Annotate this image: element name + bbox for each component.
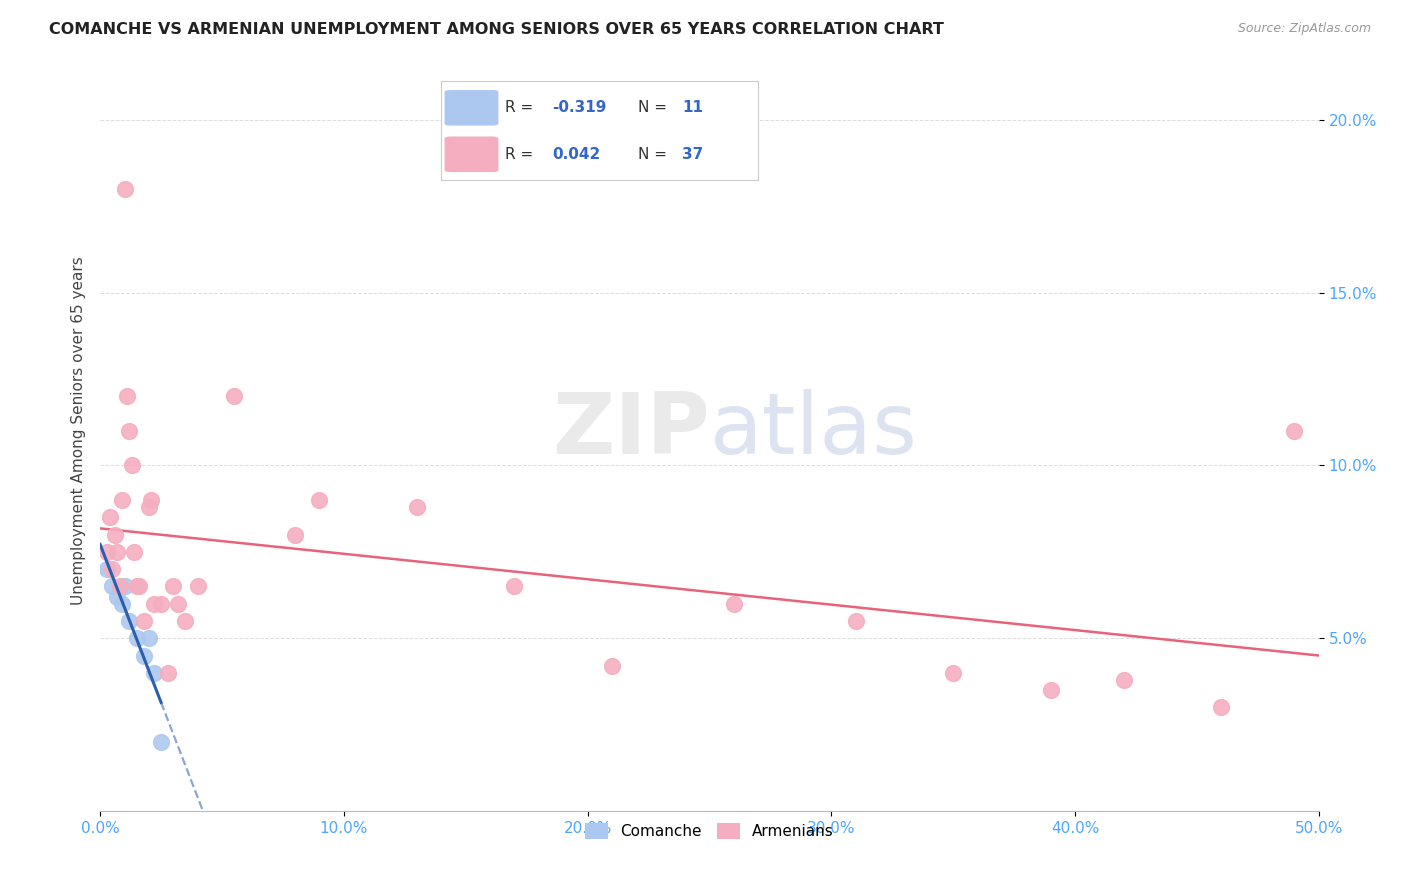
Point [284,527,307,541]
Point [118,424,141,438]
Point [1039,683,1062,698]
Point [167,597,190,611]
Point [122,545,145,559]
Point [132,614,155,628]
Text: atlas: atlas [710,390,918,473]
Point [111,597,134,611]
Point [845,614,868,628]
Point [723,597,745,611]
Point [105,590,128,604]
Point [174,614,197,628]
Text: Source: ZipAtlas.com: Source: ZipAtlas.com [1237,22,1371,36]
Point [111,493,134,508]
Point [115,389,138,403]
Point [162,579,184,593]
Point [141,493,163,508]
Point [503,579,526,593]
Point [118,614,141,628]
Point [108,579,131,593]
Point [142,597,165,611]
Point [121,458,143,473]
Point [104,527,127,541]
Point [308,493,330,508]
Legend: Comanche, Armenians: Comanche, Armenians [579,817,839,846]
Point [1112,673,1135,687]
Point [942,665,965,680]
Point [406,500,429,514]
Point [128,579,150,593]
Point [101,579,124,593]
Point [96,545,118,559]
Point [138,500,160,514]
Point [187,579,209,593]
Point [101,562,124,576]
Point [96,562,118,576]
Text: COMANCHE VS ARMENIAN UNEMPLOYMENT AMONG SENIORS OVER 65 YEARS CORRELATION CHART: COMANCHE VS ARMENIAN UNEMPLOYMENT AMONG … [49,22,943,37]
Point [125,632,148,646]
Point [142,665,165,680]
Point [98,510,121,524]
Text: ZIP: ZIP [551,390,710,473]
Point [105,545,128,559]
Point [125,579,148,593]
Point [224,389,246,403]
Point [1211,700,1233,714]
Point [600,659,623,673]
Point [114,579,136,593]
Point [114,182,136,196]
Point [138,632,160,646]
Y-axis label: Unemployment Among Seniors over 65 years: Unemployment Among Seniors over 65 years [72,257,86,606]
Point [132,648,155,663]
Point [157,665,180,680]
Point [150,735,173,749]
Point [150,597,173,611]
Point [1284,424,1306,438]
